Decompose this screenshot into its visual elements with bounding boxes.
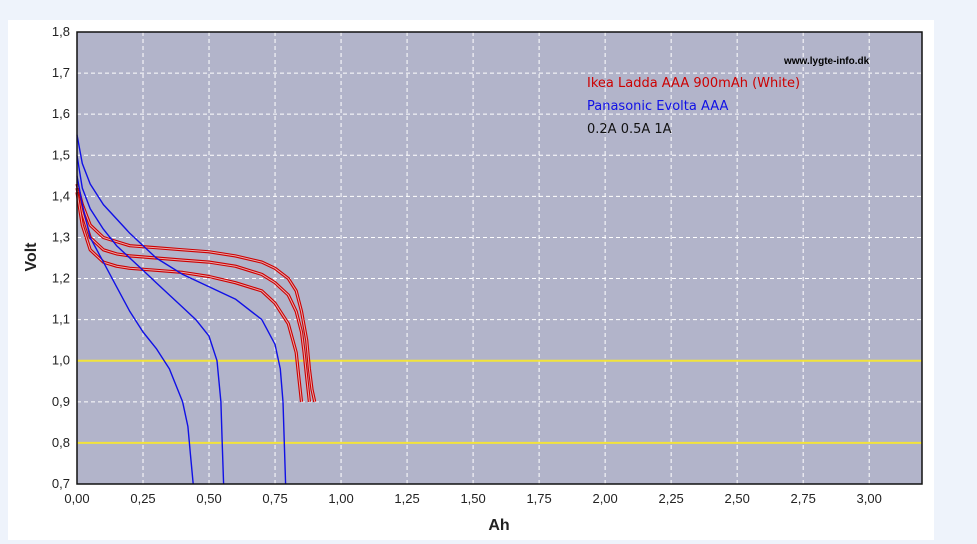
x-tick-label: 1,50 <box>460 491 485 506</box>
x-tick-label: 1,75 <box>526 491 551 506</box>
y-tick-labels: 0,7 0,8 0,9 1,0 1,1 1,2 1,3 1,4 1,5 1,6 1,7 1,8 <box>52 24 70 491</box>
y-axis-title: Volt <box>23 242 40 272</box>
series-line-ikea-0.2A <box>76 183 316 402</box>
y-tick-label: 0,8 <box>52 435 70 450</box>
series-line-ikea-0.5A <box>76 187 310 402</box>
chart-panel: 0,00 0,25 0,50 0,75 1,00 1,25 1,50 1,75 2,00 2,25… <box>8 20 934 540</box>
y-tick-label: 1,4 <box>52 188 70 203</box>
y-tick-label: 1,5 <box>52 147 70 162</box>
x-axis-title: Ah <box>488 517 509 534</box>
x-tick-label: 1,00 <box>328 491 353 506</box>
y-tick-label: 0,7 <box>52 476 70 491</box>
series-line-panasonic-0.2A <box>76 134 287 485</box>
y-tick-label: 1,3 <box>52 229 70 244</box>
y-tick-label: 1,6 <box>52 106 70 121</box>
y-tick-label: 1,1 <box>52 312 70 327</box>
y-tick-label: 1,8 <box>52 24 70 39</box>
x-tick-label: 2,00 <box>592 491 617 506</box>
x-tick-label: 3,00 <box>857 491 882 506</box>
legend-panasonic: Panasonic Evolta AAA <box>587 99 728 114</box>
series-line-ikea-1A <box>76 192 302 402</box>
y-tick-label: 1,2 <box>52 271 70 286</box>
series-lines <box>75 134 317 485</box>
legend-currents: 0.2A 0.5A 1A <box>587 122 672 137</box>
plot-frame <box>76 31 923 485</box>
x-tick-label: 0,25 <box>130 491 155 506</box>
discharge-chart: 0,00 0,25 0,50 0,75 1,00 1,25 1,50 1,75 2,00 2,25… <box>23 24 923 534</box>
plot-area <box>77 32 922 484</box>
x-tick-label: 0,50 <box>196 491 221 506</box>
series-line-panasonic-1A <box>76 175 194 485</box>
y-tick-label: 0,9 <box>52 394 70 409</box>
watermark: www.lygte-info.dk <box>783 56 870 67</box>
y-tick-label: 1,0 <box>52 353 70 368</box>
y-tick-label: 1,7 <box>52 65 70 80</box>
x-tick-labels: 0,00 0,25 0,50 0,75 1,00 1,25 1,50 1,75 2,00 2,25… <box>64 491 882 506</box>
x-tick-label: 2,25 <box>658 491 683 506</box>
x-tick-label: 2,50 <box>725 491 750 506</box>
x-tick-label: 0,75 <box>262 491 287 506</box>
x-tick-label: 2,75 <box>791 491 816 506</box>
series-line-panasonic-0.5A <box>76 155 225 485</box>
reference-lines <box>77 359 922 444</box>
x-tick-label: 0,00 <box>64 491 89 506</box>
legend-ikea: Ikea Ladda AAA 900mAh (White) <box>587 76 800 91</box>
x-tick-label: 1,25 <box>394 491 419 506</box>
